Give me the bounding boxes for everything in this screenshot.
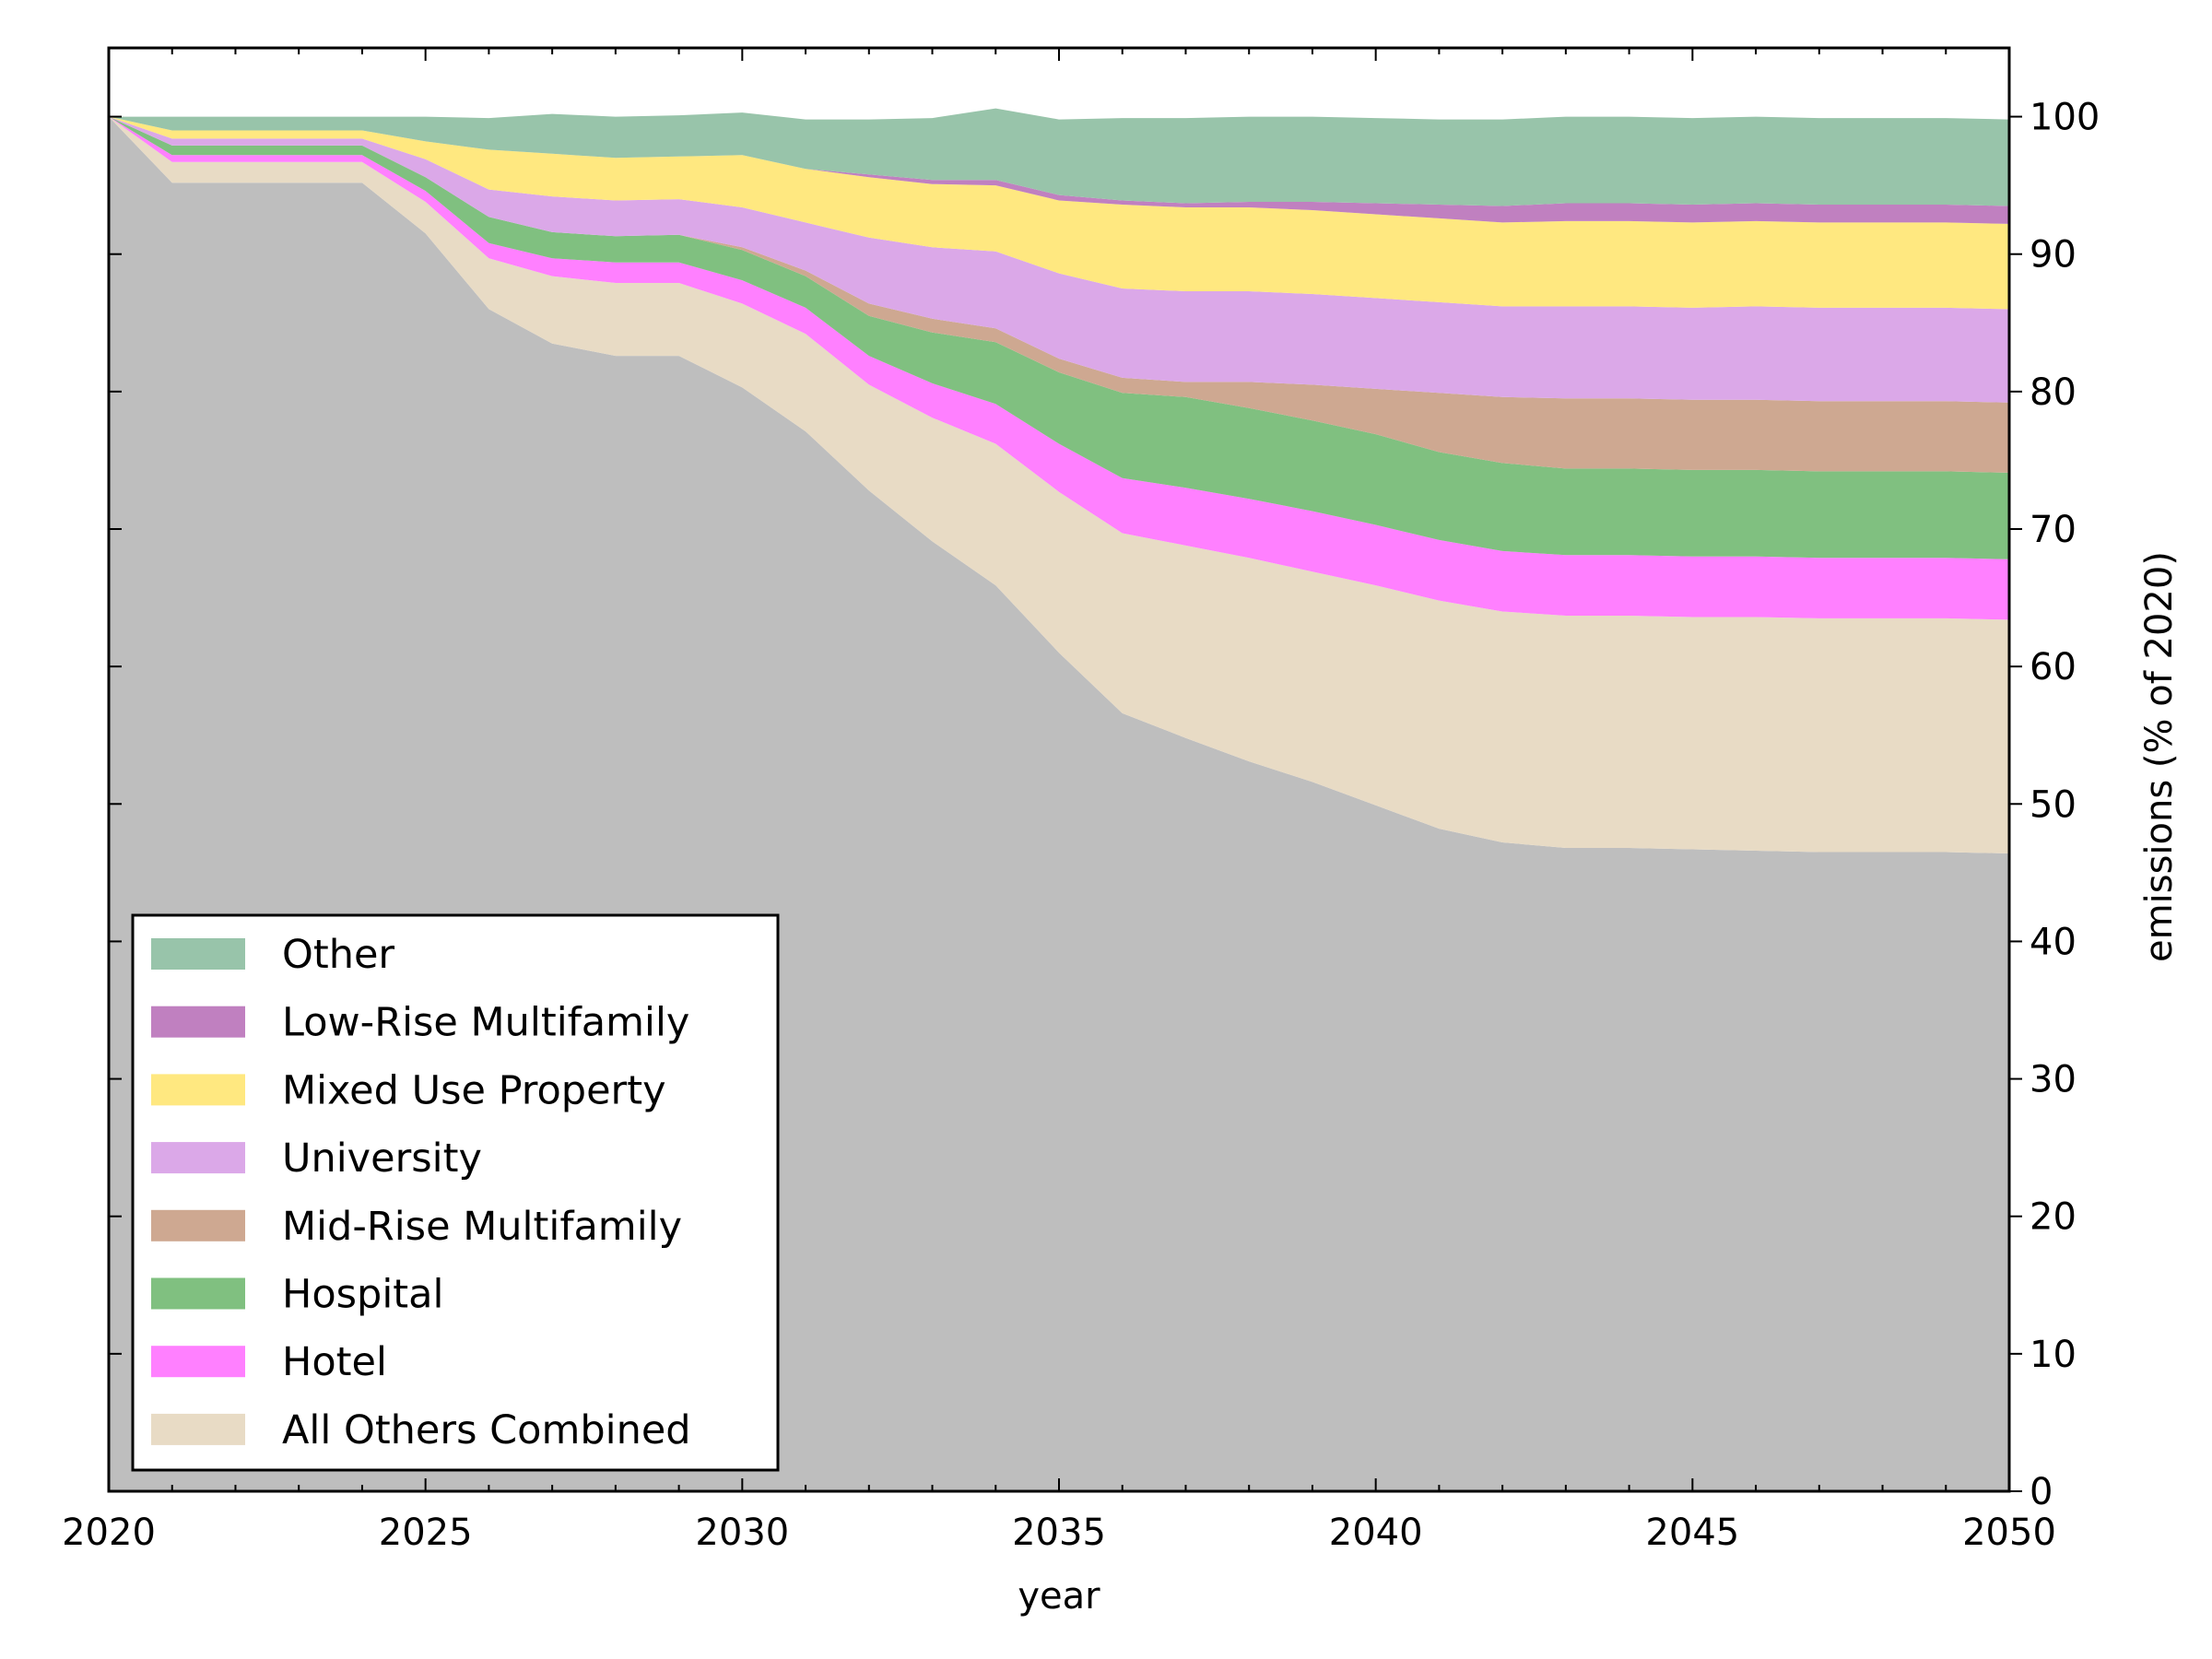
area-mixed-use-property [109, 116, 2009, 310]
legend-swatch [151, 1074, 245, 1106]
legend-swatch [151, 1006, 245, 1038]
legend-label: Other [282, 932, 394, 978]
legend-label: Hospital [282, 1272, 443, 1318]
legend-label: All Others Combined [282, 1407, 691, 1453]
area-other [109, 108, 2009, 206]
x-tick-label: 2035 [1012, 1512, 1106, 1554]
y-tick-label: 40 [2030, 921, 2077, 963]
area-university [109, 116, 2009, 403]
area-hotel [109, 116, 2009, 620]
legend-swatch [151, 1346, 245, 1378]
y-tick-label: 60 [2030, 646, 2077, 688]
y-tick-label: 90 [2030, 234, 2077, 276]
x-tick-label: 2030 [695, 1512, 789, 1554]
legend-swatch [151, 1209, 245, 1241]
legend-label: Mid-Rise Multifamily [282, 1204, 682, 1250]
legend-label: Hotel [282, 1339, 387, 1385]
x-tick-label: 2050 [1962, 1512, 2056, 1554]
x-tick-label: 2020 [62, 1512, 156, 1554]
x-tick-labels: 2020 2025 2030 2035 2040 2045 2050 [62, 1512, 2056, 1554]
legend-label: University [282, 1135, 482, 1182]
plot-frame [107, 46, 2011, 1493]
y-tick-label: 70 [2030, 509, 2077, 551]
area-all-others-combined [109, 116, 2009, 854]
legend-swatch [151, 1277, 245, 1310]
y-tick-label: 20 [2030, 1196, 2077, 1239]
legend-swatch [151, 1413, 245, 1445]
legend-swatch [151, 938, 245, 970]
legend-swatch [151, 1142, 245, 1174]
x-tick-label: 2025 [379, 1512, 473, 1554]
x-axis-title: year [1018, 1575, 1100, 1618]
area-low-rise-multifamily [109, 116, 2009, 224]
y-tick-label: 100 [2030, 97, 2100, 139]
area-mid-rise-multifamily [109, 116, 2009, 473]
legend: Other Low-Rise Multifamily Mixed Use Prope… [131, 913, 780, 1472]
y-axis-title: emissions (% of 2020) [2138, 551, 2181, 962]
y-tick-label: 0 [2030, 1471, 2053, 1513]
y-tick-labels: 0 10 20 30 40 50 60 70 80 90 100 [2030, 97, 2100, 1513]
legend-label: Low-Rise Multifamily [282, 1000, 689, 1046]
y-tick-label: 10 [2030, 1334, 2077, 1376]
y-tick-label: 80 [2030, 371, 2077, 414]
y-tick-label: 50 [2030, 783, 2077, 826]
area-hospital [109, 116, 2009, 559]
x-tick-label: 2045 [1645, 1512, 1739, 1554]
legend-box [131, 913, 780, 1472]
legend-label: Mixed Use Property [282, 1067, 666, 1113]
y-tick-label: 30 [2030, 1059, 2077, 1101]
x-tick-label: 2040 [1329, 1512, 1423, 1554]
